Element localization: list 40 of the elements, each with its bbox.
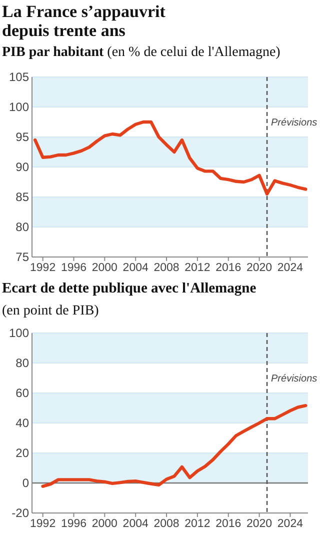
chart-title: Ecart de dette publique avec l'Allemagne bbox=[2, 280, 257, 296]
y-tick-label: 105 bbox=[8, 70, 30, 84]
x-tick-label: 2024 bbox=[277, 262, 304, 274]
line-series bbox=[41, 404, 308, 488]
y-tick-label: 40 bbox=[16, 416, 30, 430]
y-tick-label: 85 bbox=[16, 190, 30, 204]
x-tick-label: 2008 bbox=[154, 518, 180, 530]
y-tick-label: 80 bbox=[16, 220, 30, 234]
x-tick-label: 1996 bbox=[60, 262, 87, 274]
y-tick-label: 100 bbox=[8, 100, 30, 114]
y-tick-label: 100 bbox=[8, 326, 30, 340]
x-tick-label: 1992 bbox=[30, 262, 56, 274]
y-tick-label: 20 bbox=[16, 446, 30, 460]
y-tick-label: 75 bbox=[16, 250, 30, 264]
chart-subtitle: PIB par habitant bbox=[2, 45, 104, 60]
x-tick-label: 2008 bbox=[154, 262, 180, 274]
y-tick-label: 80 bbox=[16, 356, 30, 370]
y-axis-title: (en % de celui de l'Allemagne) bbox=[104, 45, 281, 60]
x-tick-label: 2020 bbox=[246, 262, 272, 274]
x-tick-label: 1996 bbox=[60, 518, 87, 530]
x-tick-label: 2000 bbox=[92, 262, 118, 274]
y-tick-label: 95 bbox=[16, 130, 30, 144]
x-tick-label: 2004 bbox=[122, 262, 149, 274]
ref-line-label: Prévisions bbox=[271, 374, 318, 385]
y-tick-label: 0 bbox=[22, 476, 30, 490]
ref-line-label: Prévisions bbox=[271, 118, 318, 129]
x-tick-label: 2020 bbox=[246, 518, 272, 530]
y-tick-label: 90 bbox=[16, 160, 30, 174]
y-tick-label: 60 bbox=[16, 386, 30, 400]
x-tick-label: 2024 bbox=[277, 518, 304, 530]
chart-title: La France s’appauvrit depuis trente ans bbox=[2, 2, 166, 40]
x-tick-label: 1992 bbox=[30, 518, 56, 530]
x-tick-label: 2012 bbox=[184, 262, 210, 274]
x-tick-label: 2000 bbox=[92, 518, 118, 530]
x-tick-label: 2004 bbox=[122, 518, 149, 530]
x-tick-label: 2016 bbox=[216, 518, 242, 530]
y-tick-label: -20 bbox=[12, 506, 30, 520]
x-tick-label: 2012 bbox=[184, 518, 210, 530]
y-axis-title: (en point de PIB) bbox=[2, 304, 100, 318]
x-tick-label: 2016 bbox=[216, 262, 242, 274]
